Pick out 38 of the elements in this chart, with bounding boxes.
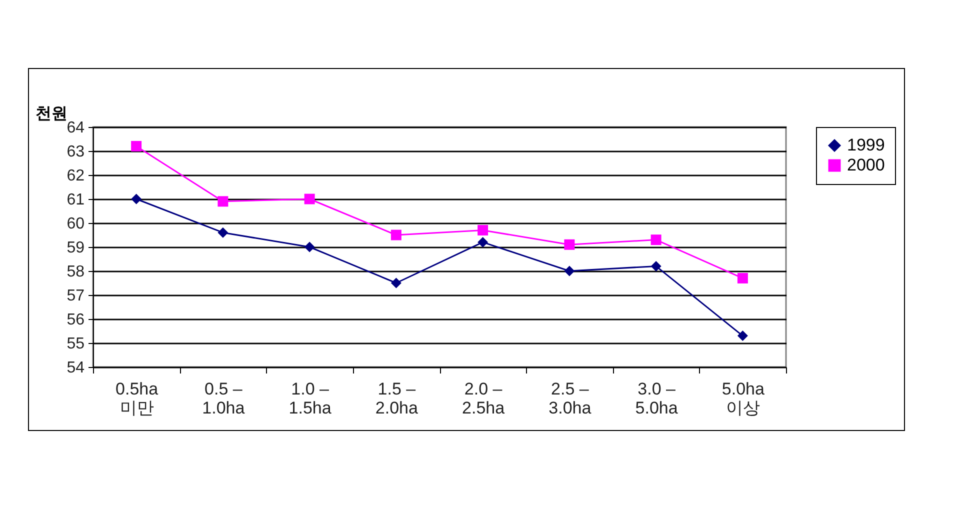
point — [131, 140, 142, 152]
x-tick-label: 1.0 – 1.5ha — [288, 380, 332, 418]
point — [304, 242, 315, 252]
y-tick-label: 63 — [66, 144, 85, 160]
y-tick-label: 57 — [66, 288, 85, 304]
y-tick-label: 56 — [66, 312, 85, 328]
x-tick-label: 5.0ha 이상 — [722, 380, 765, 418]
y-tick-label: 64 — [66, 120, 85, 136]
y-tick-label: 55 — [66, 336, 85, 352]
legend-label: 2000 — [847, 156, 885, 174]
y-tick-label: 62 — [66, 168, 85, 184]
x-tick-label: 2.0 – 2.5ha — [462, 380, 506, 418]
y-tick-label: 58 — [66, 264, 85, 280]
point — [390, 230, 402, 240]
y-axis-title: 천원 — [36, 104, 68, 122]
x-tick-label: 1.5 – 2.0ha — [375, 380, 418, 418]
y-tick-label: 60 — [66, 216, 85, 232]
point — [218, 227, 228, 238]
x-tick-label: 3.0 – 5.0ha — [635, 380, 678, 418]
point — [564, 239, 575, 250]
point — [390, 278, 402, 288]
point — [650, 260, 662, 272]
point — [650, 234, 662, 246]
y-tick-label: 59 — [66, 240, 85, 256]
point — [478, 236, 488, 248]
point — [478, 224, 488, 236]
point — [131, 194, 142, 204]
point — [564, 266, 575, 276]
y-tick-label: 61 — [66, 192, 85, 208]
legend-label: 1999 — [847, 136, 885, 154]
y-tick-label: 54 — [66, 360, 85, 376]
point — [218, 196, 228, 207]
x-tick-label: 2.5 – 3.0ha — [548, 380, 592, 418]
point — [737, 330, 748, 342]
point — [304, 194, 315, 204]
x-tick-label: 0.5 – 1.0ha — [202, 380, 246, 418]
point — [737, 272, 748, 284]
x-tick-label: 0.5ha 미만 — [116, 380, 159, 418]
